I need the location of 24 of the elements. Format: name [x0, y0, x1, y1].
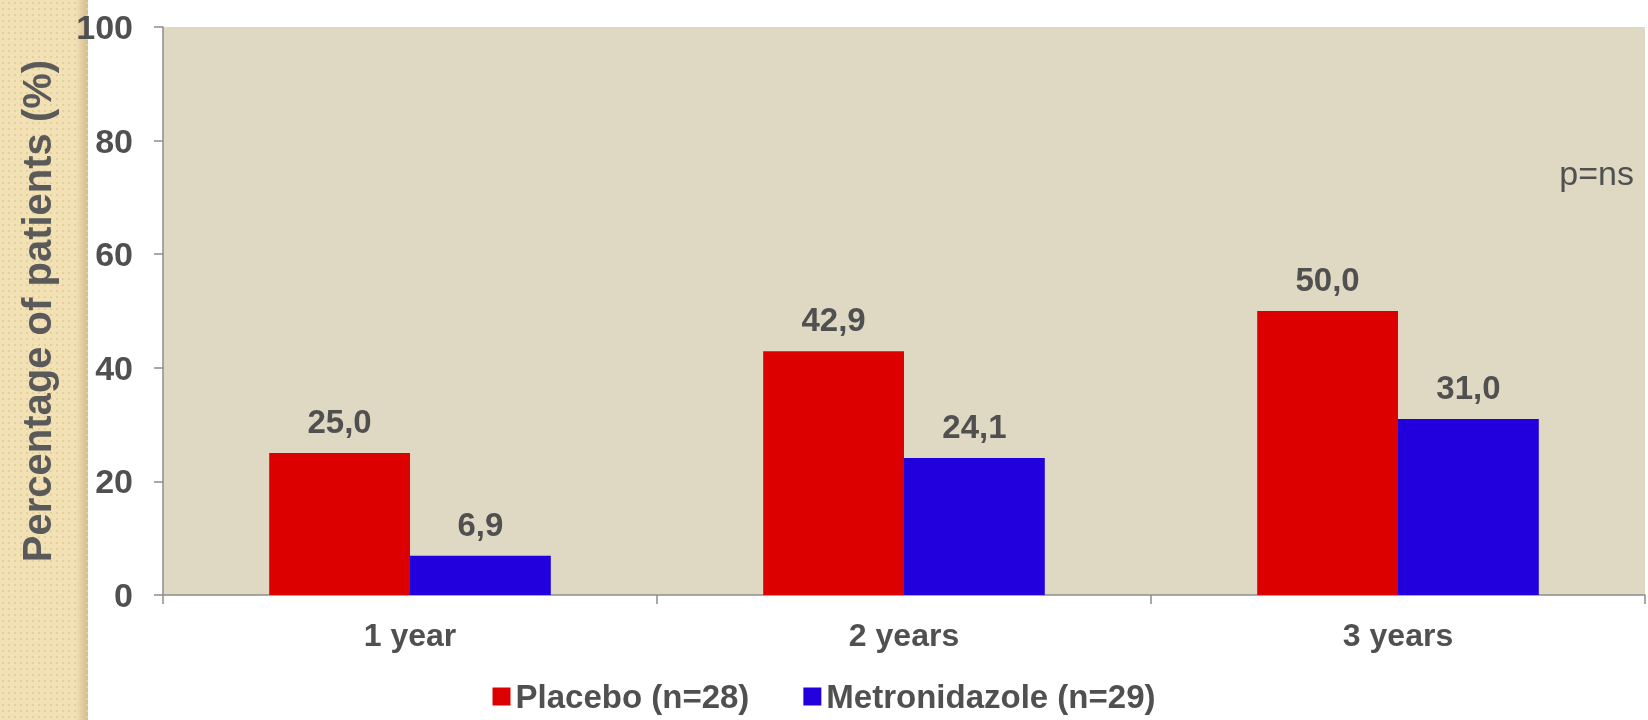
- x-tick-label: 2 years: [848, 617, 960, 653]
- data-label: 25,0: [307, 403, 372, 440]
- x-tick-label: 3 years: [1342, 617, 1454, 653]
- bar: [1398, 418, 1539, 595]
- annotation: p=ns: [1559, 154, 1635, 192]
- y-tick-label: 0: [114, 576, 133, 614]
- bar: [904, 458, 1045, 595]
- y-axis-title: Percentage of patients (%): [15, 59, 59, 563]
- data-label: 50,0: [1295, 261, 1360, 298]
- legend-label: Placebo (n=28): [515, 678, 750, 715]
- y-tick-label: 60: [95, 235, 133, 274]
- y-tick-label: 40: [95, 348, 133, 387]
- data-label: 42,9: [801, 301, 866, 339]
- bar: [410, 555, 551, 595]
- y-tick-label: 80: [95, 121, 133, 160]
- bar: [269, 453, 410, 595]
- bar: [1257, 311, 1398, 595]
- bar: [763, 351, 904, 595]
- legend-label: Metronidazole (n=29): [826, 678, 1156, 715]
- data-label: 24,1: [942, 408, 1007, 446]
- y-tick-label: 20: [95, 462, 133, 501]
- x-tick-label: 1 year: [363, 617, 457, 653]
- data-label: 31,0: [1436, 368, 1501, 406]
- data-label: 6,9: [457, 505, 504, 543]
